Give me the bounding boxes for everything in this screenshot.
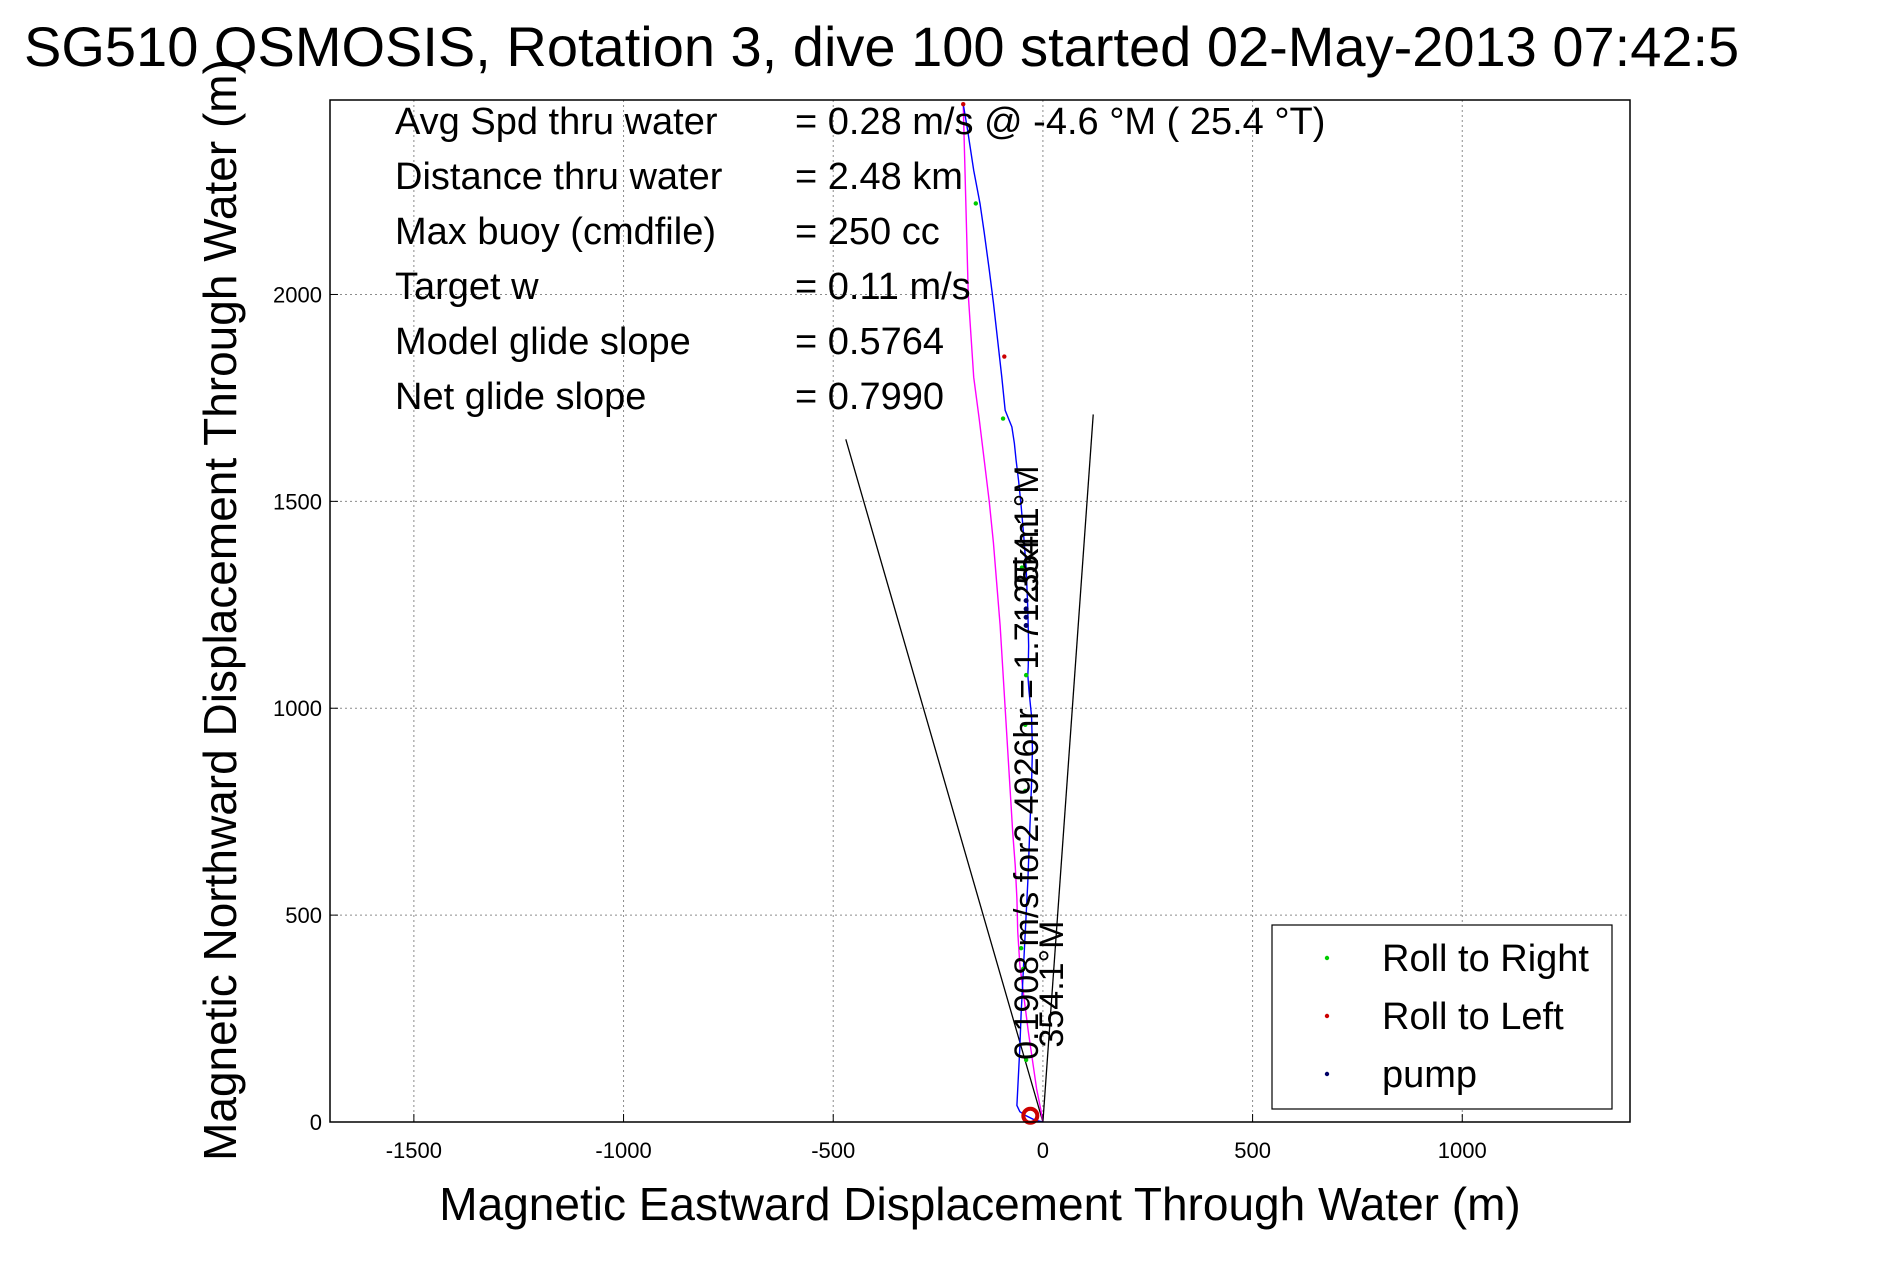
y-tick-label: 1000 — [273, 696, 322, 721]
x-tick-label: 1000 — [1438, 1138, 1487, 1163]
roll-to-right-point — [1018, 946, 1024, 951]
markers — [961, 101, 1029, 1063]
stat-value: = 0.11 m/s — [795, 266, 971, 308]
legend: Roll to Right Roll to Left pump — [1271, 924, 1613, 1110]
stat-label: Target w — [395, 266, 539, 308]
x-tick-label: -1500 — [386, 1138, 442, 1163]
x-tick-label: -500 — [811, 1138, 855, 1163]
pump-point — [1023, 606, 1029, 612]
stat-value: = 0.7990 — [795, 376, 944, 418]
stat-value: = 0.28 m/s @ -4.6 °M ( 25.4 °T) — [795, 101, 1325, 143]
track-annotations: 0.1908 m/s for2.4926hr = 1.7125km354.1°M… — [1008, 465, 1071, 1060]
pump-point — [1023, 614, 1029, 620]
tick-labels: -1500 -1000 -500 0 500 1000 0 500 1000 1500 2000 — [273, 282, 1487, 1163]
stat-label: Net glide slope — [395, 376, 646, 418]
plot-frame — [329, 99, 1631, 1123]
roll-to-right-point — [973, 201, 979, 206]
guide-line — [845, 439, 1044, 1123]
x-axis-label: Magnetic Eastward Displacement Through W… — [439, 1178, 1520, 1230]
legend-marker — [1324, 955, 1330, 961]
chart-title: SG510 OSMOSIS, Rotation 3, dive 100 star… — [24, 15, 1739, 78]
guide-line — [1042, 414, 1094, 1123]
roll-to-right-point — [1023, 1057, 1029, 1063]
roll-to-right-point — [1019, 565, 1025, 570]
grid — [330, 100, 1630, 1122]
roll-to-right-point — [1023, 672, 1029, 678]
roll-to-left-point — [961, 101, 966, 107]
stat-label: Max buoy (cmdfile) — [395, 211, 716, 253]
dive-start-marker — [1021, 1106, 1040, 1125]
roll-to-right-point — [1020, 966, 1026, 972]
x-tick-label: 500 — [1234, 1138, 1271, 1163]
x-tick-label: 0 — [1037, 1138, 1049, 1163]
legend-marker — [1324, 1013, 1330, 1019]
stat-value: = 250 cc — [795, 211, 940, 253]
descent-track — [962, 104, 1044, 1123]
ascent-track — [962, 104, 1044, 1123]
y-tick-label: 2000 — [273, 282, 322, 307]
pump-point — [1023, 598, 1029, 604]
x-tick-label: -1000 — [595, 1138, 651, 1163]
stats-box: Avg Spd thru water = 0.28 m/s @ -4.6 °M (… — [395, 101, 1325, 418]
track-annotation: 354.1°M — [1033, 921, 1071, 1048]
pump-point — [1023, 622, 1029, 628]
y-tick-label: 500 — [285, 903, 322, 928]
tracks — [962, 104, 1044, 1125]
track-annotation: 0.1908 m/s for2.4926hr = 1.7125km — [1008, 520, 1046, 1060]
stat-value: = 0.5764 — [795, 321, 944, 363]
legend-label: Roll to Left — [1382, 996, 1564, 1038]
legend-marker — [1324, 1071, 1330, 1077]
legend-label: Roll to Right — [1382, 938, 1589, 980]
guide-lines — [845, 414, 1094, 1123]
stat-label: Avg Spd thru water — [395, 101, 718, 143]
y-tick-label: 1500 — [273, 489, 322, 514]
track-annotation: 354.1°M — [1008, 465, 1046, 592]
roll-to-right-point — [1023, 722, 1028, 727]
roll-to-left-point — [1002, 354, 1007, 359]
roll-to-right-point — [1023, 788, 1028, 794]
legend-label: pump — [1382, 1054, 1477, 1096]
stat-value: = 2.48 km — [795, 156, 963, 198]
y-axis-label: Magnetic Northward Displacement Through … — [194, 59, 246, 1161]
stat-label: Model glide slope — [395, 321, 691, 363]
y-tick-label: 0 — [310, 1110, 322, 1135]
roll-to-right-point — [1000, 416, 1006, 421]
stat-label: Distance thru water — [395, 156, 723, 198]
